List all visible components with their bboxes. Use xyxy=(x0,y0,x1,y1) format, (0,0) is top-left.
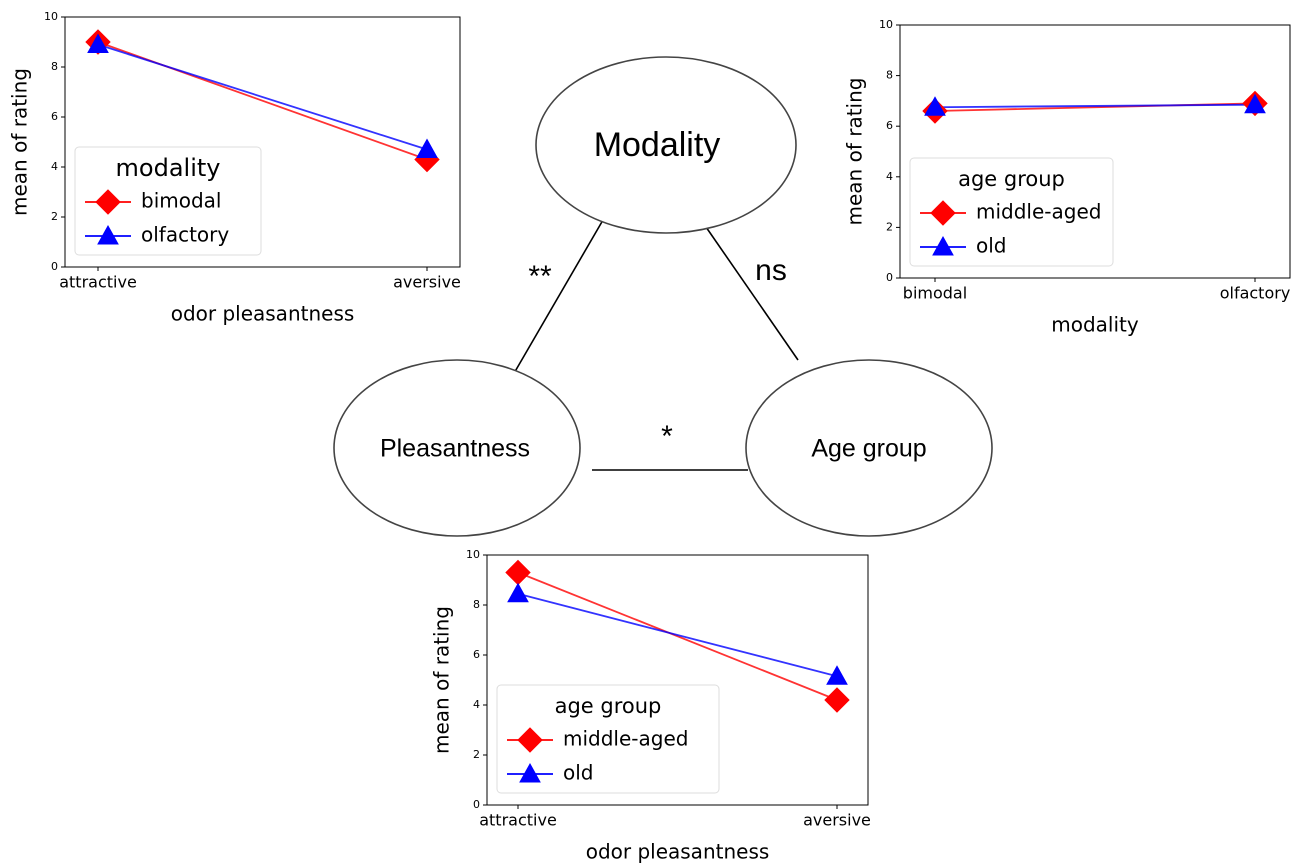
y-axis-label: mean of rating xyxy=(8,68,32,216)
x-tick-label: attractive xyxy=(479,811,557,830)
series-line xyxy=(97,43,428,151)
legend-box xyxy=(74,146,262,256)
y-axis-label: mean of rating xyxy=(430,606,454,754)
x-axis-label: modality xyxy=(1051,313,1139,337)
marker xyxy=(1244,93,1266,114)
legend-label: middle-aged xyxy=(563,727,688,751)
y-axis-label: mean of rating xyxy=(843,78,867,226)
legend-title: modality xyxy=(116,154,221,182)
legend-box xyxy=(496,684,720,794)
plot-area xyxy=(899,24,1291,279)
node xyxy=(535,56,797,234)
marker xyxy=(932,235,954,256)
edge-label: * xyxy=(661,420,673,453)
marker xyxy=(824,687,850,713)
y-tick-label: 8 xyxy=(886,69,893,82)
node-label: Age group xyxy=(811,435,926,463)
legend-label: old xyxy=(976,234,1007,258)
node xyxy=(333,359,581,537)
edge xyxy=(705,226,799,361)
chart: 0 2 4 6 8 10 bimodal olfactory modality mean of r… xyxy=(843,18,1291,337)
edge-label: ** xyxy=(528,260,552,293)
chart: 0 2 4 6 8 10 attractive aversive odor pleasantne… xyxy=(8,10,461,326)
legend-title: age group xyxy=(958,167,1065,191)
edge-label: ns xyxy=(755,254,787,287)
marker xyxy=(517,727,543,753)
marker xyxy=(519,762,541,783)
chart: 0 2 4 6 8 10 attractive aversive odor pleasantne… xyxy=(430,548,871,864)
plot-area xyxy=(486,554,869,806)
y-tick-label: 0 xyxy=(886,271,893,284)
x-tick-label: attractive xyxy=(59,273,137,292)
y-tick-label: 10 xyxy=(466,548,480,561)
node xyxy=(745,359,993,537)
y-tick-label: 4 xyxy=(51,160,58,173)
y-tick-label: 4 xyxy=(886,170,893,183)
marker xyxy=(826,665,848,685)
y-tick-label: 2 xyxy=(51,210,58,223)
marker xyxy=(505,559,531,586)
y-tick-label: 10 xyxy=(879,18,893,31)
y-tick-label: 10 xyxy=(44,10,58,23)
plot-area xyxy=(64,16,461,268)
marker xyxy=(416,138,438,158)
x-axis-label: odor pleasantness xyxy=(171,302,355,326)
y-tick-label: 6 xyxy=(886,119,893,132)
x-axis-label: odor pleasantness xyxy=(586,840,770,864)
series-line xyxy=(517,592,838,678)
edge xyxy=(512,219,604,376)
y-tick-label: 6 xyxy=(51,110,58,123)
x-tick-label: aversive xyxy=(803,811,871,830)
y-tick-label: 0 xyxy=(473,798,480,811)
marker xyxy=(507,582,529,603)
y-tick-label: 8 xyxy=(51,60,58,73)
y-tick-label: 0 xyxy=(51,260,58,273)
x-tick-label: olfactory xyxy=(1220,284,1291,303)
series-line xyxy=(517,571,838,701)
legend-label: old xyxy=(563,761,594,785)
diagram: Modality Pleasantness Age group ** ns * xyxy=(333,56,993,537)
series-line xyxy=(934,103,1256,109)
marker xyxy=(924,96,946,116)
x-tick-label: bimodal xyxy=(903,284,967,303)
x-tick-label: aversive xyxy=(393,273,461,292)
marker xyxy=(930,200,956,226)
node-label: Modality xyxy=(594,126,721,164)
marker xyxy=(95,189,121,215)
y-tick-label: 2 xyxy=(886,220,893,233)
y-tick-label: 4 xyxy=(473,698,480,711)
y-tick-label: 8 xyxy=(473,598,480,611)
y-tick-label: 2 xyxy=(473,748,480,761)
marker xyxy=(87,33,109,53)
marker xyxy=(97,224,119,245)
legend-label: olfactory xyxy=(141,223,229,247)
legend-title: age group xyxy=(555,694,662,718)
legend-box xyxy=(909,157,1114,267)
legend-label: middle-aged xyxy=(976,200,1101,224)
node-label: Pleasantness xyxy=(380,435,530,463)
y-tick-label: 6 xyxy=(473,648,480,661)
legend-label: bimodal xyxy=(141,189,221,213)
